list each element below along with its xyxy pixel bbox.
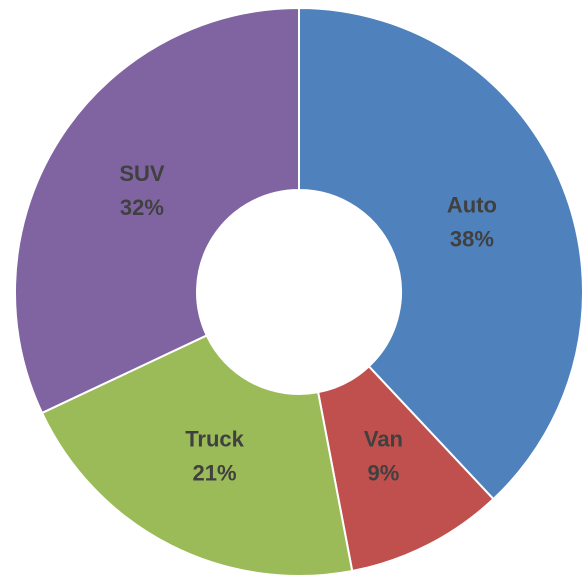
slice: [40, 334, 354, 577]
slice-category-label: Van: [364, 427, 403, 452]
slice-value-label: 38%: [450, 226, 494, 251]
slice: [14, 6, 300, 415]
slice-value-label: 21%: [193, 461, 237, 486]
slice-category-label: Auto: [447, 192, 497, 217]
slice-category-label: Truck: [185, 427, 244, 452]
slice-category-label: SUV: [119, 161, 165, 186]
slice: [298, 6, 584, 501]
slice-value-label: 9%: [368, 461, 400, 486]
slice: [316, 364, 495, 573]
slice-value-label: 32%: [120, 195, 164, 220]
